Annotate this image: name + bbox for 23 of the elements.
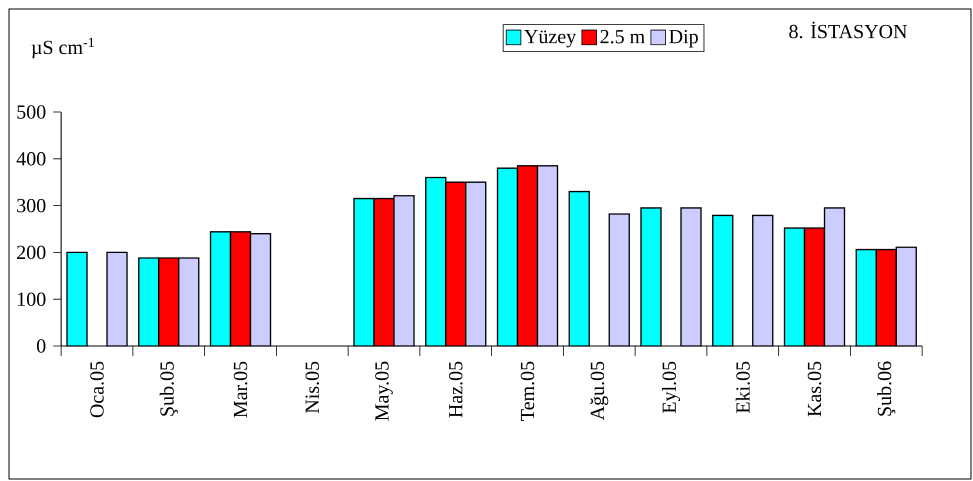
x-tick-label: Ağu.05 — [590, 362, 608, 420]
y-tick-label: 400 — [16, 152, 46, 166]
x-tick-label: Eki.05 — [736, 362, 750, 414]
legend-label: Yüzey — [524, 30, 576, 48]
y-tick-label: 200 — [17, 246, 46, 260]
y-tick-label: 500 — [17, 105, 46, 119]
x-tick-label: Nis.05 — [305, 362, 320, 414]
x-tick-label: Mar.05 — [234, 362, 248, 418]
x-tick-label: May.05 — [375, 362, 393, 421]
chart-title: 8. İSTASYON — [789, 22, 908, 38]
x-tick-label: Tem.05 — [520, 362, 534, 421]
y-tick-label: 300 — [17, 198, 46, 212]
x-tick-label: Şub.06 — [877, 362, 896, 416]
x-tick-label: Şub.05 — [160, 362, 178, 416]
x-tick-label: Eyl.05 — [662, 362, 680, 414]
y-tick-label: 0 — [36, 339, 46, 353]
y-tick-label: 100 — [18, 292, 46, 306]
legend-label: 2.5 m — [600, 30, 645, 44]
legend-label: Dip — [669, 30, 698, 48]
y-axis-title: µS cm$^{-1}$ — [32, 38, 94, 58]
x-tick-label: Kas.05 — [808, 362, 822, 416]
x-tick-label: Oca.05 — [90, 362, 104, 418]
x-tick-label: Haz.05 — [448, 362, 463, 418]
